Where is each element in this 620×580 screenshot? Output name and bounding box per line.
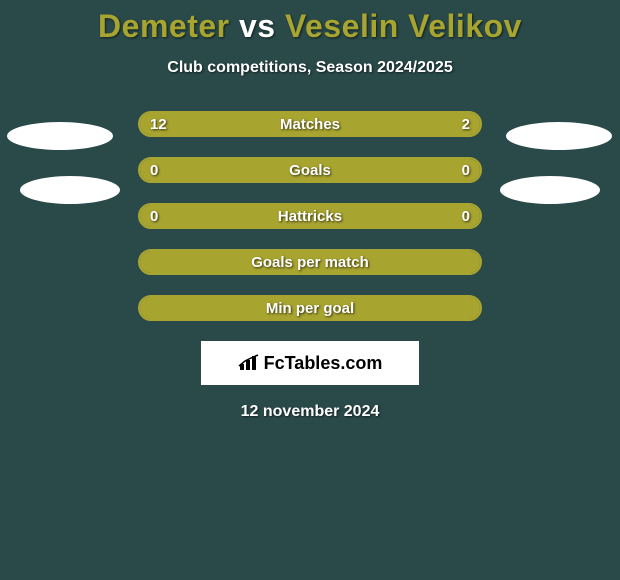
bar-label: Min per goal [138,295,482,321]
decorative-ellipse [7,122,113,150]
bar-value-left: 12 [150,111,167,137]
stat-row: Goals per match [138,249,482,275]
bar-value-right: 0 [462,157,470,183]
comparison-title: Demeter vs Veselin Velikov [0,0,620,45]
bar-label: Hattricks [138,203,482,229]
subtitle: Club competitions, Season 2024/2025 [0,59,620,77]
bar-value-left: 0 [150,203,158,229]
logo-text: FcTables.com [264,353,383,374]
stat-row: Hattricks0 0 [138,203,482,229]
decorative-ellipse [506,122,612,150]
bar-value-right: 0 [462,203,470,229]
bar-label: Matches [138,111,482,137]
bar-value-left: 0 [150,157,158,183]
bar-value-right: 2 [462,111,470,137]
date: 12 november 2024 [0,403,620,421]
bar-label: Goals [138,157,482,183]
bar-chart-icon [238,354,260,372]
decorative-ellipse [20,176,120,204]
bar-label: Goals per match [138,249,482,275]
logo: FcTables.com [238,353,383,374]
stat-row: Min per goal [138,295,482,321]
player1-name: Demeter [98,8,230,44]
logo-box: FcTables.com [201,341,419,385]
stat-row: Goals0 0 [138,157,482,183]
decorative-ellipse [500,176,600,204]
stat-row: Matches12 2 [138,111,482,137]
vs-text: vs [239,8,276,44]
player2-name: Veselin Velikov [285,8,522,44]
